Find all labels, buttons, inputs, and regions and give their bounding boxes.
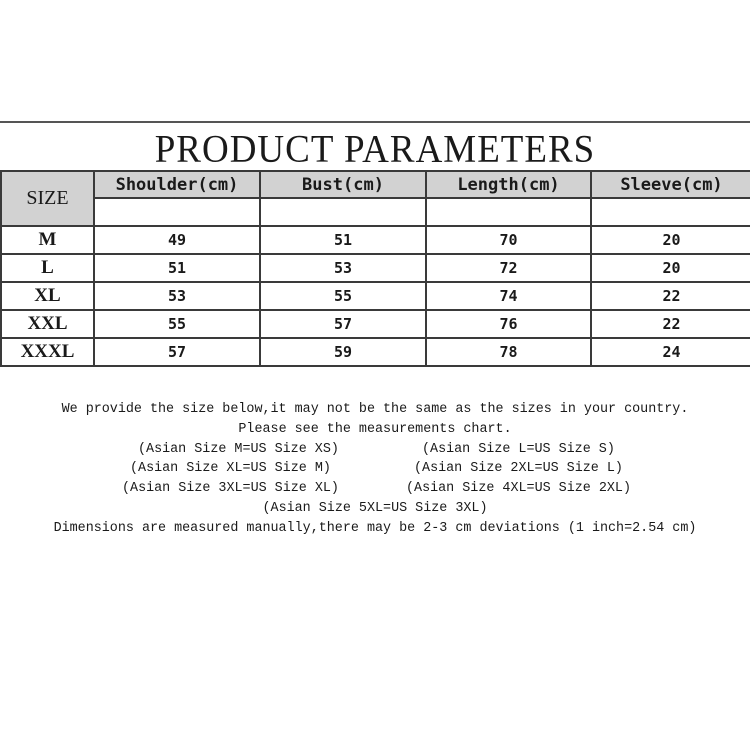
measurement-cell: 57	[259, 309, 427, 339]
size-cell: L	[0, 253, 95, 283]
measurement-cell: 22	[590, 281, 750, 311]
measurement-cell: 22	[590, 309, 750, 339]
measurement-cell: 55	[259, 281, 427, 311]
column-header-length: Length(cm)	[425, 170, 592, 199]
size-table: SIZE Shoulder(cm) Bust(cm) Length(cm) Sl…	[0, 170, 750, 367]
blank-cell	[259, 197, 427, 227]
table-row: L 51 53 72 20	[0, 253, 750, 283]
measurement-cell: 53	[93, 281, 261, 311]
measurement-cell: 70	[425, 225, 592, 255]
size-conversion: (Asian Size XL=US Size M)	[130, 461, 331, 477]
column-header-sleeve: Sleeve(cm)	[590, 170, 750, 199]
note-line: Please see the measurements chart.	[238, 421, 512, 437]
size-cell: XXXL	[0, 337, 95, 367]
size-cell: M	[0, 225, 95, 255]
header-subrow	[1, 197, 750, 227]
size-conversion: (Asian Size M=US Size XS)	[138, 441, 339, 457]
measurement-cell: 20	[590, 253, 750, 283]
table-row: XXL 55 57 76 22	[0, 309, 750, 339]
top-divider	[0, 121, 750, 123]
blank-cell	[425, 197, 592, 227]
size-header: SIZE	[0, 170, 95, 227]
size-cell: XXL	[0, 309, 95, 339]
measurement-cell: 78	[425, 337, 592, 367]
table-row: XL 53 55 74 22	[0, 281, 750, 311]
note-line: We provide the size below,it may not be …	[61, 402, 689, 417]
size-conversion-row: (Asian Size XL=US Size M) (Asian Size 2X…	[0, 459, 750, 479]
measurement-cell: 55	[93, 309, 261, 339]
size-cell: XL	[0, 281, 95, 311]
size-conversion: (Asian Size L=US Size S)	[422, 441, 615, 457]
measurement-cell: 20	[590, 225, 750, 255]
page-title: PRODUCT PARAMETERS	[154, 127, 596, 171]
measurement-cell: 76	[425, 309, 592, 339]
size-conversion: (Asian Size 2XL=US Size L)	[414, 461, 623, 477]
measurement-cell: 74	[425, 281, 592, 311]
measurement-cell: 51	[93, 253, 261, 283]
size-conversion: (Asian Size 5XL=US Size 3XL)	[262, 500, 488, 516]
measurement-cell: 57	[93, 337, 261, 367]
blank-cell	[590, 197, 750, 227]
size-conversion: (Asian Size 3XL=US Size XL)	[122, 481, 339, 497]
size-conversion: (Asian Size 4XL=US Size 2XL)	[406, 481, 631, 497]
column-header-bust: Bust(cm)	[259, 170, 427, 199]
measurement-cell: 59	[259, 337, 427, 367]
measurement-cell: 51	[259, 225, 427, 255]
note-footer: Dimensions are measured manually,there m…	[53, 520, 697, 536]
size-notes: We provide the size below,it may not be …	[0, 400, 750, 539]
measurement-cell: 72	[425, 253, 592, 283]
size-conversion-row: (Asian Size M=US Size XS) (Asian Size L=…	[0, 440, 750, 460]
blank-cell	[93, 197, 261, 227]
table-row: XXXL 57 59 78 24	[0, 337, 750, 367]
measurement-cell: 49	[93, 225, 261, 255]
table-row: M 49 51 70 20	[0, 225, 750, 255]
header-row: SIZE Shoulder(cm) Bust(cm) Length(cm) Sl…	[0, 170, 750, 227]
column-header-shoulder: Shoulder(cm)	[93, 170, 261, 199]
measurement-cell: 53	[259, 253, 427, 283]
measurement-cell: 24	[590, 337, 750, 367]
size-conversion-row: (Asian Size 3XL=US Size XL) (Asian Size …	[0, 479, 750, 499]
